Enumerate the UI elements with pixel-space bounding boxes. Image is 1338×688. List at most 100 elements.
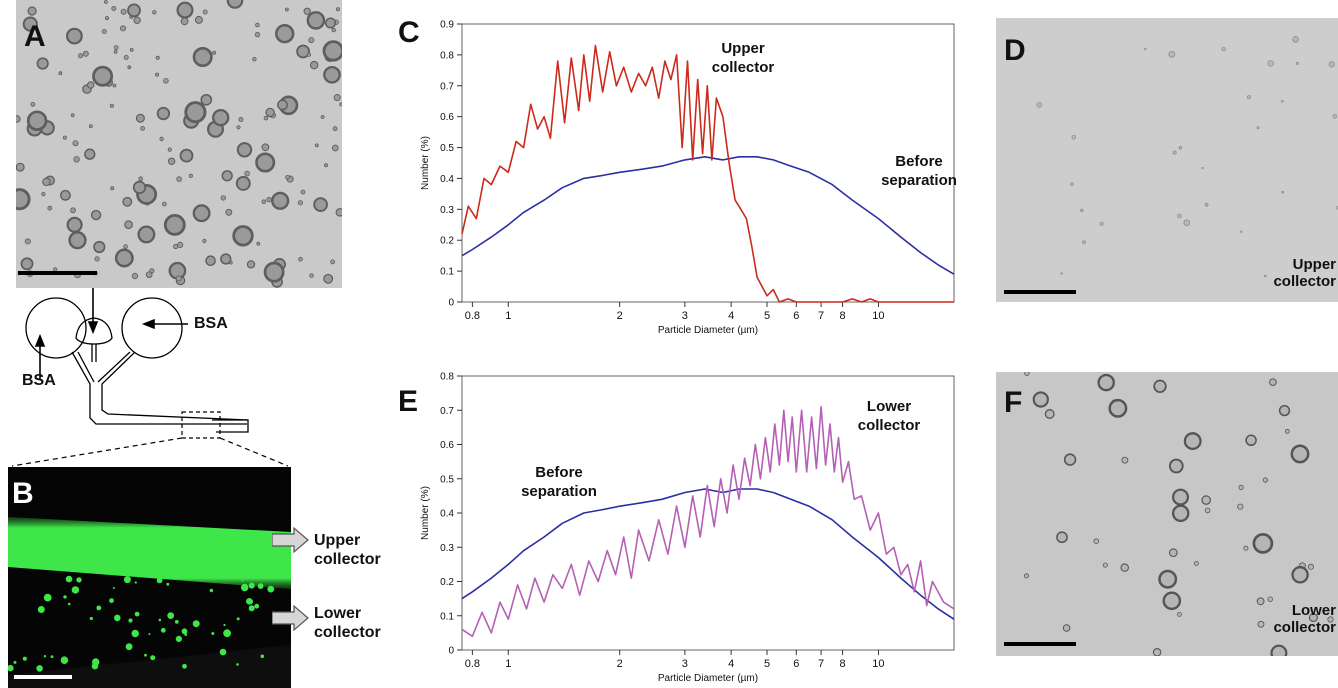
droplet [105, 16, 110, 21]
x-tick-label: 2 [617, 310, 623, 322]
scale-bar-f [1004, 642, 1076, 646]
droplet [1201, 495, 1211, 505]
fluorescent-droplet [248, 605, 255, 612]
droplet [120, 8, 127, 15]
droplet [156, 106, 171, 121]
droplet [212, 108, 230, 127]
droplet [1093, 538, 1100, 545]
droplet [306, 52, 312, 57]
d-upper-collector-label: Upper collector [1273, 256, 1336, 290]
droplet [226, 0, 244, 9]
droplet [26, 110, 48, 131]
droplet [1269, 378, 1277, 386]
fluorescent-droplet [248, 582, 255, 589]
droplet [235, 175, 251, 191]
droplet [236, 142, 253, 158]
annotation-lower-collector: Lower [867, 398, 911, 415]
fluorescent-droplet [43, 655, 47, 658]
x-tick-label: 7 [818, 310, 824, 322]
droplet [78, 53, 84, 59]
fluorescent-droplet [236, 663, 239, 666]
fluorescent-droplet [8, 664, 14, 672]
droplet [90, 209, 102, 221]
fluorescent-droplet [192, 620, 200, 628]
droplet [324, 17, 337, 29]
fluorescent-droplet [71, 586, 80, 594]
y-tick-label: 0.3 [440, 205, 454, 216]
droplet [1280, 100, 1284, 103]
droplet [1245, 434, 1257, 447]
droplet [159, 136, 164, 142]
droplet [1240, 230, 1243, 233]
droplet [101, 28, 107, 34]
droplet [179, 148, 194, 163]
droplet [297, 200, 303, 206]
y-tick-label: 0.2 [440, 577, 454, 588]
droplet [314, 143, 319, 148]
droplet [88, 124, 93, 129]
fluorescent-droplet [114, 614, 121, 622]
fluorescent-droplet [36, 665, 43, 672]
micrograph-f-droplets [1023, 372, 1334, 656]
droplet [120, 25, 127, 32]
fluorescent-droplet [166, 582, 170, 586]
droplet [306, 11, 326, 30]
droplet [303, 7, 311, 16]
droplet [1176, 611, 1182, 617]
droplet [123, 244, 128, 249]
droplet [1256, 597, 1265, 606]
fluorescent-droplet [174, 620, 179, 624]
fluorescent-droplet [150, 655, 156, 661]
droplet [205, 255, 216, 267]
droplet [152, 10, 157, 15]
y-tick-label: 0.7 [440, 81, 454, 92]
droplet [30, 102, 36, 107]
droplet [1097, 373, 1115, 392]
bsa-label-right: BSA [194, 315, 228, 332]
fluorescent-droplet [109, 598, 114, 603]
droplet [1070, 182, 1074, 186]
annotation-upper-collector: Upper [721, 40, 765, 57]
droplet [41, 192, 46, 197]
droplet [16, 115, 21, 123]
droplet [145, 271, 153, 279]
droplet [1168, 548, 1178, 558]
inspection-box [181, 411, 221, 439]
droplet [92, 65, 114, 87]
x-tick-label: 4 [728, 310, 734, 322]
droplet [255, 22, 260, 28]
y-tick-label: 0.9 [440, 20, 454, 31]
y-tick-label: 0.6 [440, 112, 454, 123]
droplet [271, 191, 290, 210]
zoom-line-left [12, 437, 183, 467]
fluorescent-droplet [76, 577, 82, 583]
fluorescent-droplet [67, 602, 71, 606]
fluorescent-droplet [254, 603, 260, 609]
droplet [1292, 36, 1299, 43]
droplet [1032, 391, 1049, 408]
droplet [1153, 379, 1167, 393]
droplet [1256, 126, 1260, 130]
x-tick-label: 8 [840, 310, 846, 322]
fluorescent-droplet [125, 643, 133, 651]
y-tick-label: 0.1 [440, 611, 454, 622]
droplet [1183, 432, 1202, 451]
y-tick-label: 0.4 [440, 509, 454, 520]
micrograph-f: F Lower collector [996, 372, 1338, 656]
plot-frame [461, 375, 955, 651]
droplet [300, 189, 306, 195]
zoom-line-right [219, 437, 289, 467]
x-tick-label: 0.8 [465, 310, 480, 322]
x-tick-label: 7 [818, 658, 824, 670]
annotation-before-separation: Before [895, 153, 943, 170]
droplet [1108, 398, 1128, 418]
x-tick-label: 5 [764, 310, 770, 322]
droplet [36, 57, 49, 70]
upper-collector-arrow [272, 526, 309, 554]
fluorescent-droplet [257, 583, 264, 589]
droplet [20, 257, 34, 271]
droplet [184, 101, 207, 124]
annotation-before-separation: Before [535, 464, 583, 481]
fluorescent-droplet [134, 581, 137, 584]
left-reservoir [25, 297, 87, 359]
